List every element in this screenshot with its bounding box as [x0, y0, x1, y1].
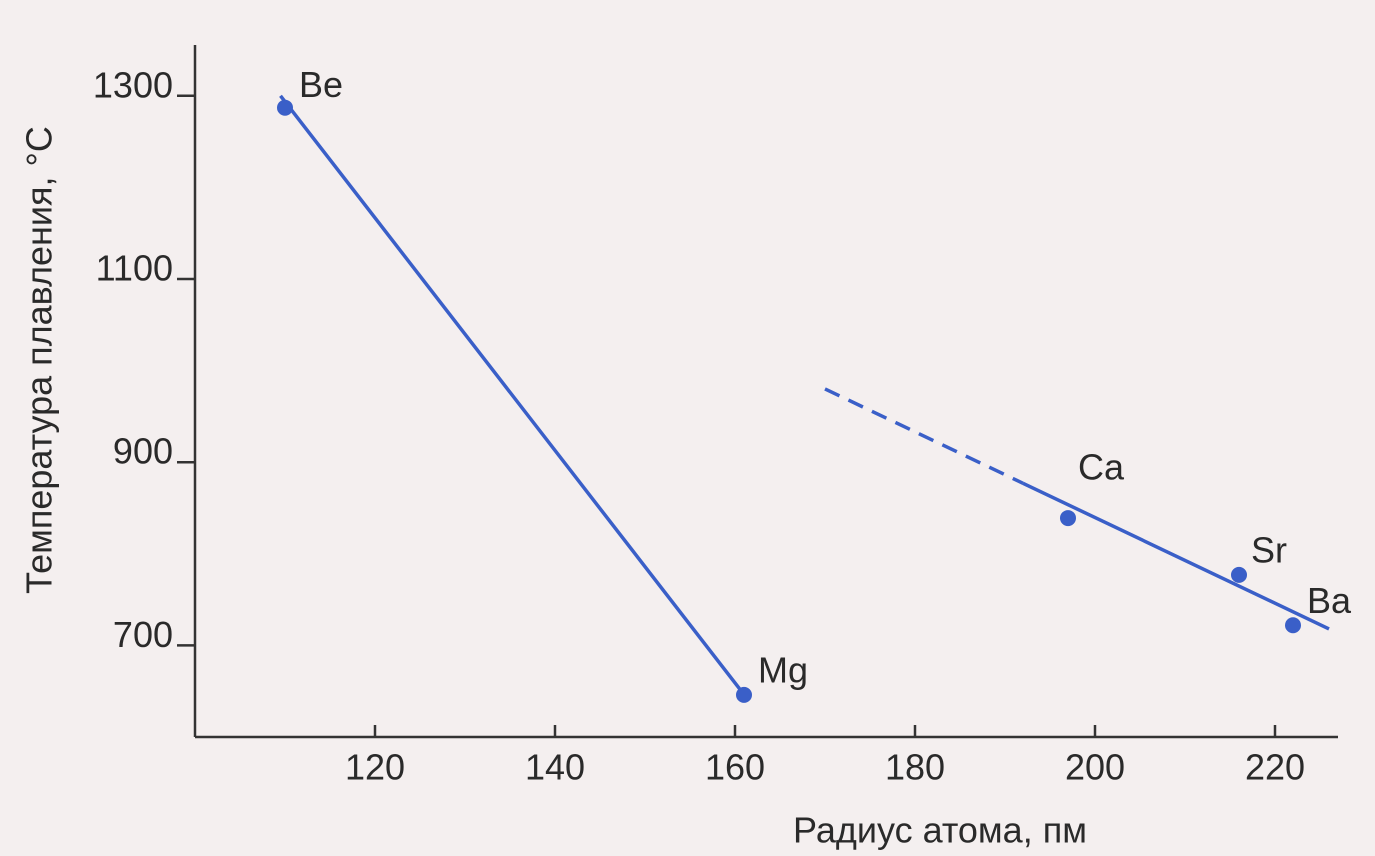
x-tick-label: 200: [1065, 747, 1125, 788]
point: [1285, 617, 1301, 634]
point-label: Ca: [1078, 447, 1125, 488]
point: [277, 99, 293, 116]
point: [1231, 566, 1247, 583]
trend-line: [1022, 481, 1330, 631]
x-tick-label: 180: [885, 747, 945, 788]
trend-line: [279, 94, 750, 702]
point: [1060, 510, 1076, 527]
trend-line: [824, 387, 1024, 485]
y-tick-label: 700: [113, 614, 173, 655]
y-tick-label: 1300: [93, 64, 173, 105]
y-tick-label: 1100: [96, 248, 173, 289]
point-label: Ba: [1307, 580, 1352, 621]
y-tick-label: 900: [113, 431, 173, 472]
x-tick-label: 220: [1245, 747, 1305, 788]
y-axis-label: Температура плавления, °C: [19, 126, 60, 594]
x-tick-label: 160: [705, 747, 765, 788]
x-axis-label: Радиус атома, пм: [793, 810, 1087, 851]
point-label: Mg: [758, 649, 808, 690]
point-label: Be: [299, 64, 343, 105]
x-tick-label: 120: [345, 747, 405, 788]
point-label: Sr: [1251, 529, 1287, 570]
x-tick-label: 140: [525, 747, 585, 788]
point: [736, 686, 752, 703]
